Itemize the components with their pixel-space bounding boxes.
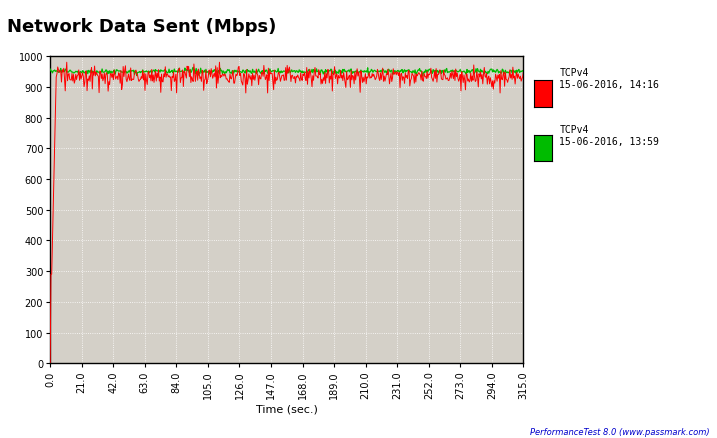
Text: PerformanceTest 8.0 (www.passmark.com): PerformanceTest 8.0 (www.passmark.com) xyxy=(530,427,710,436)
Text: Network Data Sent (Mbps): Network Data Sent (Mbps) xyxy=(7,18,277,35)
Text: TCPv4
15-06-2016, 14:16: TCPv4 15-06-2016, 14:16 xyxy=(559,68,659,90)
Text: TCPv4
15-06-2016, 13:59: TCPv4 15-06-2016, 13:59 xyxy=(559,125,659,147)
X-axis label: Time (sec.): Time (sec.) xyxy=(256,404,318,414)
